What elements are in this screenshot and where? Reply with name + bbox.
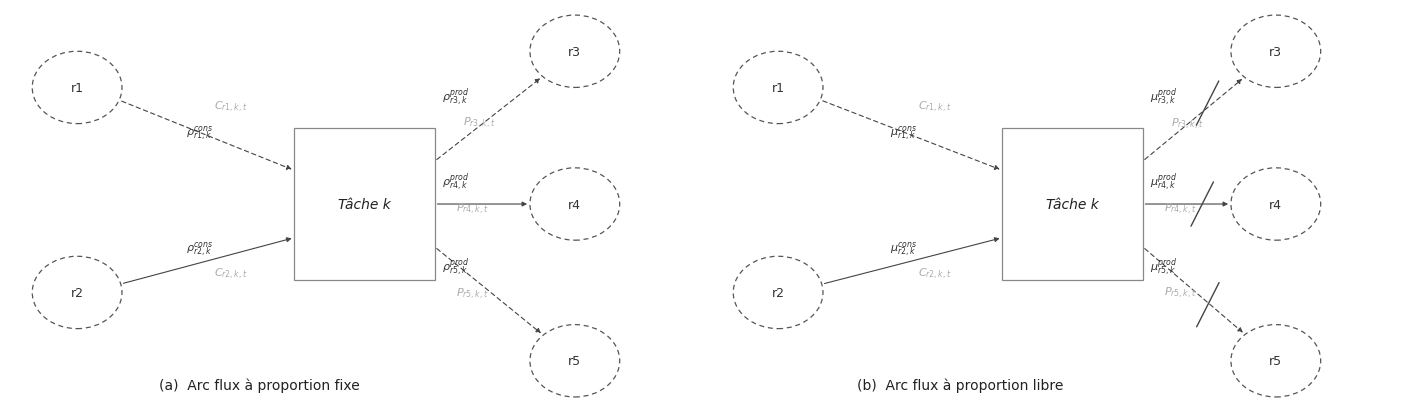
Text: r4: r4 (1269, 198, 1283, 211)
Text: $P_{r4,k,t}$: $P_{r4,k,t}$ (456, 201, 488, 216)
Text: $\rho^{prod}_{r4,k}$: $\rho^{prod}_{r4,k}$ (442, 172, 470, 193)
Text: $\mu^{prod}_{r3,k}$: $\mu^{prod}_{r3,k}$ (1150, 87, 1178, 109)
Text: $\mu^{prod}_{r5,k}$: $\mu^{prod}_{r5,k}$ (1150, 256, 1178, 278)
Bar (294, 128, 435, 281)
Text: r5: r5 (1269, 354, 1283, 367)
Text: $\rho^{prod}_{r3,k}$: $\rho^{prod}_{r3,k}$ (442, 87, 470, 109)
Text: r1: r1 (70, 82, 84, 95)
Text: (b)  Arc flux à proportion libre: (b) Arc flux à proportion libre (857, 378, 1064, 392)
Text: r3: r3 (1269, 46, 1283, 59)
Text: $C_{r1,k,t}$: $C_{r1,k,t}$ (215, 100, 248, 115)
Text: r1: r1 (771, 82, 785, 95)
Text: $\mu^{cons}_{r2,k}$: $\mu^{cons}_{r2,k}$ (890, 240, 918, 259)
Text: r2: r2 (70, 286, 84, 299)
Text: $\mu^{prod}_{r4,k}$: $\mu^{prod}_{r4,k}$ (1150, 172, 1178, 193)
Text: $P_{r5,k,t}$: $P_{r5,k,t}$ (456, 286, 488, 301)
Text: r2: r2 (771, 286, 785, 299)
Text: $P_{r5,k,t}$: $P_{r5,k,t}$ (1164, 286, 1196, 300)
Text: $\rho^{prod}_{r5,k}$: $\rho^{prod}_{r5,k}$ (442, 256, 470, 278)
Text: (a)  Arc flux à proportion fixe: (a) Arc flux à proportion fixe (158, 378, 360, 392)
Text: $C_{r2,k,t}$: $C_{r2,k,t}$ (918, 266, 952, 281)
Text: $\rho^{cons}_{r1,k}$: $\rho^{cons}_{r1,k}$ (185, 124, 213, 143)
Text: r5: r5 (568, 354, 582, 367)
Text: Tâche k: Tâche k (338, 198, 391, 211)
Text: $C_{r1,k,t}$: $C_{r1,k,t}$ (918, 100, 952, 115)
Text: $\rho^{cons}_{r2,k}$: $\rho^{cons}_{r2,k}$ (185, 240, 213, 259)
Text: $P_{r3,k,t}$: $P_{r3,k,t}$ (463, 116, 495, 131)
Text: $P_{r4,k,t}$: $P_{r4,k,t}$ (1164, 201, 1196, 216)
Text: $\mu^{cons}_{r1,k}$: $\mu^{cons}_{r1,k}$ (890, 124, 918, 143)
Text: $C_{r2,k,t}$: $C_{r2,k,t}$ (215, 266, 248, 281)
Text: $P_{r3,k,t}$: $P_{r3,k,t}$ (1171, 116, 1203, 132)
Text: r3: r3 (568, 46, 582, 59)
Bar (1002, 128, 1143, 281)
Text: Tâche k: Tâche k (1046, 198, 1099, 211)
Text: r4: r4 (568, 198, 582, 211)
